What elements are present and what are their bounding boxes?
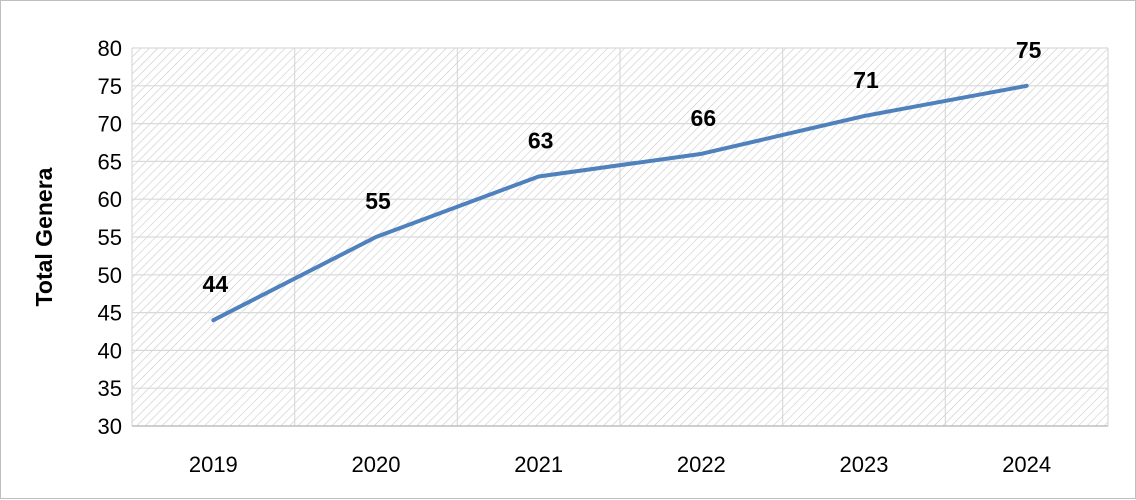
y-tick-label: 60 [98, 187, 122, 212]
y-axis-ticks: 30 35 40 45 50 55 60 65 70 75 80 [98, 36, 122, 439]
y-tick-label: 70 [98, 112, 122, 137]
y-tick-label: 30 [98, 414, 122, 439]
series-line [211, 83, 1029, 323]
x-tick-label: 2023 [840, 452, 889, 477]
data-label: 55 [365, 188, 391, 214]
gridlines [131, 47, 1109, 426]
y-tick-label: 40 [98, 338, 122, 363]
x-tick-label: 2024 [1002, 452, 1051, 477]
y-tick-label: 55 [98, 225, 122, 250]
x-axis-ticks: 2019 2020 2021 2022 2023 2024 [189, 452, 1051, 477]
data-label: 71 [853, 67, 879, 93]
y-tick-label: 50 [98, 263, 122, 288]
x-tick-label: 2020 [352, 452, 401, 477]
y-tick-label: 65 [98, 149, 122, 174]
y-axis-label: Total Genera [31, 167, 57, 306]
x-tick-label: 2022 [677, 452, 726, 477]
data-label: 66 [691, 105, 717, 131]
x-tick-label: 2021 [514, 452, 563, 477]
data-labels: 44 55 63 66 71 75 [203, 37, 1042, 297]
y-tick-label: 45 [98, 301, 122, 326]
y-tick-label: 35 [98, 376, 122, 401]
x-tick-label: 2019 [189, 452, 238, 477]
y-tick-label: 75 [98, 74, 122, 99]
data-label: 63 [528, 128, 554, 154]
data-label: 44 [203, 271, 229, 297]
y-tick-label: 80 [98, 36, 122, 61]
data-label: 75 [1016, 37, 1042, 63]
